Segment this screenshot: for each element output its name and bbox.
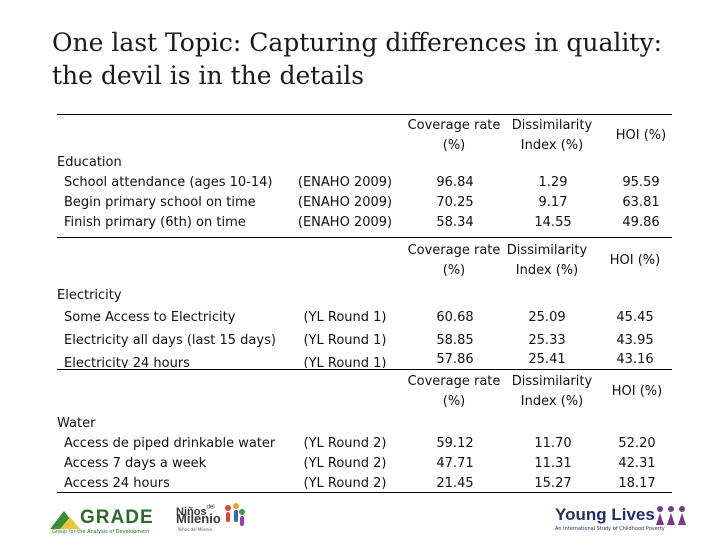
table-row-source: (YL Round 2) (303, 436, 387, 451)
table-cell-coverage: 59.12 (436, 436, 474, 451)
table-cell-dissimilarity: 25.33 (528, 333, 566, 348)
table-cell-hoi: 42.31 (618, 456, 656, 471)
grade-mark-icon (50, 511, 80, 529)
table-cell-dissimilarity: 15.27 (534, 476, 572, 491)
table-row-name: Access 7 days a week (64, 456, 207, 471)
table-cell-dissimilarity: 11.31 (534, 456, 572, 471)
table-cell-coverage: 58.34 (436, 215, 474, 230)
ninos-del-word: del (206, 504, 215, 511)
table-cell-dissimilarity: 25.41 (528, 352, 566, 367)
header-hoi-2: HOI (%) (609, 253, 661, 268)
table-cell-coverage: 58.85 (436, 333, 474, 348)
header-hoi-1: HOI (%) (615, 128, 667, 143)
ninos-word: Niños (176, 506, 207, 518)
table-row-name: School attendance (ages 10-14) (64, 175, 273, 190)
young-lives-tagline: An International Study of Childhood Pove… (555, 526, 665, 532)
slide-title: One last Topic: Capturing differences in… (52, 28, 663, 90)
header-coverage-3: Coverage rate (%) (407, 374, 501, 409)
header-coverage-2: Coverage rate (%) (407, 243, 501, 278)
table-top-rule (57, 114, 672, 115)
header-dissimilarity-1: Dissimilarity Index (%) (511, 118, 593, 153)
table-row-source: (ENAHO 2009) (297, 195, 393, 210)
young-lives-name: Young Lives (555, 505, 655, 524)
children-figures-icon (225, 503, 245, 526)
table-row-source: (ENAHO 2009) (297, 215, 393, 230)
section-label-electricity: Electricity (57, 288, 122, 303)
ninos-tagline: Niños del Milenio (178, 527, 213, 532)
table-row-name: Access 24 hours (64, 476, 170, 491)
table-row-source: (ENAHO 2009) (297, 175, 393, 190)
table-row-source: (YL Round 2) (303, 456, 387, 471)
ninos-line2: Milenio (176, 511, 221, 526)
table-bottom-rule (57, 492, 672, 493)
table-cell-dissimilarity: 11.70 (534, 436, 572, 451)
table-cell-dissimilarity: 25.09 (528, 310, 566, 325)
table-row-source: (YL Round 1) (303, 356, 387, 368)
table-cell-hoi: 52.20 (618, 436, 656, 451)
table-cell-hoi: 63.81 (622, 195, 660, 210)
table-cell-hoi: 49.86 (622, 215, 660, 230)
grade-name: GRADE (80, 507, 154, 528)
table-row-name: Electricity 24 hours (64, 356, 190, 368)
table-row-name: Electricity all days (last 15 days) (64, 333, 276, 348)
table-row-source: (YL Round 1) (303, 333, 387, 348)
grade-tagline: Group for the Analysis of Development (52, 529, 150, 535)
table-cell-coverage: 96.84 (436, 175, 474, 190)
table-cell-coverage: 47.71 (436, 456, 474, 471)
section-label-water: Water (57, 416, 96, 431)
table-cell-coverage: 57.86 (436, 352, 474, 367)
table-cell-hoi: 43.95 (616, 333, 654, 348)
header-dissimilarity-2: Dissimilarity Index (%) (506, 243, 588, 278)
table-row-name: Begin primary school on time (64, 195, 256, 210)
header-dissimilarity-3: Dissimilarity Index (%) (511, 374, 593, 409)
grade-logo: GRADE Group for the Analysis of Developm… (50, 507, 170, 541)
table-cell-hoi: 43.16 (616, 352, 654, 367)
table-row-name: Some Access to Electricity (64, 310, 236, 325)
table-cell-hoi: 45.45 (616, 310, 654, 325)
table-cell-coverage: 70.25 (436, 195, 474, 210)
table-cell-coverage: 21.45 (436, 476, 474, 491)
table-cell-dissimilarity: 9.17 (538, 195, 568, 210)
header-coverage-1: Coverage rate (%) (407, 118, 501, 153)
table-row-name: Finish primary (6th) on time (64, 215, 246, 230)
table-rule-water (57, 369, 672, 370)
table-cell-hoi: 18.17 (618, 476, 656, 491)
table-rule-electricity (57, 237, 672, 238)
section-label-education: Education (57, 155, 122, 170)
table-cell-coverage: 60.68 (436, 310, 474, 325)
occluded-row: Electricity 24 hours (YL Round 1) (60, 352, 400, 368)
table-row-source: (YL Round 1) (303, 310, 387, 325)
young-lives-figures-icon (656, 506, 686, 525)
table-cell-dissimilarity: 1.29 (538, 175, 568, 190)
table-cell-dissimilarity: 14.55 (534, 215, 572, 230)
table-row-name: Access de piped drinkable water (64, 436, 276, 451)
table-cell-hoi: 95.59 (622, 175, 660, 190)
ninos-line1: Niñosdel (176, 500, 215, 519)
table-row-source: (YL Round 2) (303, 476, 387, 491)
header-hoi-3: HOI (%) (611, 384, 663, 399)
